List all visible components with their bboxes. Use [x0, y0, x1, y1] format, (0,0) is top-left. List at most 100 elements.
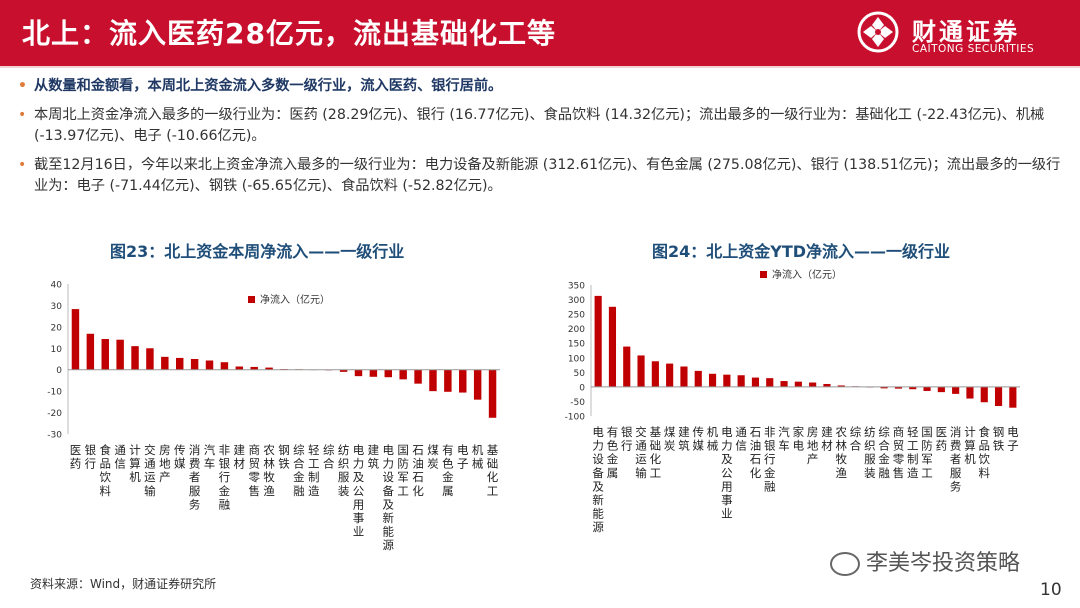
logo-text-en: CAITONG SECURITIES — [912, 43, 1035, 55]
bar — [444, 369, 452, 392]
category-label: 综合金融 — [293, 443, 305, 498]
bar — [894, 386, 903, 389]
category-label: 传媒 — [693, 425, 705, 453]
bar — [737, 375, 745, 387]
bar — [666, 363, 674, 387]
category-label: 房地产 — [159, 443, 171, 484]
category-label: 建材 — [234, 443, 246, 471]
category-label: 钢铁 — [278, 443, 290, 471]
category-label: 房地产 — [807, 425, 819, 466]
category-label: 家电 — [793, 425, 805, 453]
category-label: 建筑 — [368, 443, 380, 471]
category-label: 国防军工 — [921, 425, 933, 480]
category-label: 非银行金融 — [219, 443, 231, 511]
bar — [780, 381, 788, 387]
category-label: 综合金融 — [878, 425, 890, 480]
header-bar: 北上：流入医药28亿元，流出基础化工等 财通证券 CAITONG SECURIT… — [0, 0, 1080, 66]
bar — [623, 346, 631, 387]
bar — [265, 367, 273, 370]
category-label: 非银行金融 — [764, 425, 776, 493]
bar — [116, 339, 124, 370]
bar — [766, 378, 774, 387]
y-tick-label: 350 — [568, 282, 585, 292]
bar — [176, 357, 184, 370]
bullet-item: • 本周北上资金净流入最多的一级行业为：医药 (28.29亿元)、银行 (16.… — [18, 105, 1070, 147]
category-label: 交通运输 — [144, 443, 156, 498]
watermark-text: 李美岑投资策略 — [866, 551, 1021, 576]
category-label: 电力设备及新能源 — [383, 443, 395, 552]
bar — [880, 386, 888, 389]
bar — [651, 361, 659, 387]
header-divider — [0, 66, 1080, 68]
category-label: 煤炭 — [427, 443, 439, 471]
category-label: 食品饮料 — [979, 425, 991, 480]
wechat-icon — [830, 552, 860, 576]
y-tick-label: -100 — [565, 413, 586, 423]
bar — [205, 360, 214, 370]
category-label: 电力及公用事业 — [353, 443, 365, 539]
category-label: 纺织服装 — [338, 443, 350, 498]
bar — [369, 369, 378, 377]
category-label: 轻工制造 — [907, 425, 919, 480]
category-label: 基础化工 — [650, 425, 662, 480]
category-label: 医药 — [70, 443, 82, 471]
bar — [190, 359, 199, 370]
y-tick-label: 40 — [51, 281, 63, 291]
y-tick-label: 50 — [574, 369, 586, 379]
chart-title-ytd: 图24：北上资金YTD净流入——一级行业 — [652, 242, 951, 261]
category-label: 通信 — [735, 425, 747, 453]
category-label: 钢铁 — [993, 425, 1005, 453]
logo-text-cn: 财通证券 — [912, 18, 1020, 46]
bar — [414, 369, 422, 384]
category-label: 银行 — [621, 425, 633, 453]
bullet-item: • 截至12月16日，今年以来北上资金净流入最多的一级行业为：电力设备及新能源 … — [18, 155, 1070, 197]
category-label: 商贸零售 — [248, 443, 260, 498]
bar — [235, 366, 244, 370]
y-tick-label: 250 — [568, 311, 585, 321]
bullet-dot-icon: • — [18, 107, 27, 123]
bar — [354, 369, 363, 377]
bar — [101, 339, 109, 370]
category-label: 基础化工 — [487, 443, 499, 498]
bullet-text: 截至12月16日，今年以来北上资金净流入最多的一级行业为：电力设备及新能源 (3… — [34, 157, 1061, 194]
y-tick-label: 0 — [579, 383, 585, 393]
category-label: 建筑 — [678, 425, 690, 453]
bar — [694, 370, 702, 387]
category-label: 汽车 — [778, 425, 790, 453]
category-label: 商贸零售 — [893, 425, 905, 480]
bar — [608, 306, 617, 387]
category-label: 农林牧渔 — [836, 425, 848, 480]
category-label: 电子 — [1007, 425, 1019, 453]
bullet-text: 从数量和金额看，本周北上资金流入多数一级行业，流入医药、银行居前。 — [34, 78, 503, 94]
category-label: 食品饮料 — [99, 443, 111, 498]
category-label: 机械 — [707, 425, 719, 453]
legend-swatch — [760, 271, 767, 278]
source-note: 资料来源：Wind，财通证券研究所 — [30, 577, 217, 591]
bullet-dot-icon: • — [18, 157, 27, 173]
page-number: 10 — [1040, 580, 1062, 600]
category-label: 通信 — [114, 443, 126, 471]
y-tick-label: 200 — [568, 325, 585, 335]
bullet-dot-icon: • — [18, 78, 27, 94]
category-label: 国防军工 — [397, 443, 409, 498]
category-label: 消费者服务 — [950, 425, 962, 493]
y-tick-label: 0 — [56, 366, 62, 376]
bar — [71, 309, 80, 370]
category-label: 农林牧渔 — [263, 443, 275, 498]
legend-swatch — [248, 296, 255, 303]
y-tick-label: 20 — [51, 323, 63, 333]
bar — [488, 369, 497, 418]
y-tick-label: 100 — [568, 354, 585, 364]
bar — [937, 386, 945, 393]
bar — [708, 373, 717, 387]
page-title: 北上：流入医药28亿元，流出基础化工等 — [22, 17, 556, 50]
category-label: 汽车 — [204, 443, 216, 471]
category-label: 有色金属 — [607, 425, 619, 480]
bar — [459, 369, 467, 393]
bar — [823, 383, 831, 387]
bar — [723, 374, 731, 387]
category-label: 建材 — [821, 425, 833, 453]
watermark: 李美岑投资策略 — [830, 545, 1020, 577]
bar — [339, 369, 348, 372]
category-label: 有色金属 — [442, 443, 454, 498]
